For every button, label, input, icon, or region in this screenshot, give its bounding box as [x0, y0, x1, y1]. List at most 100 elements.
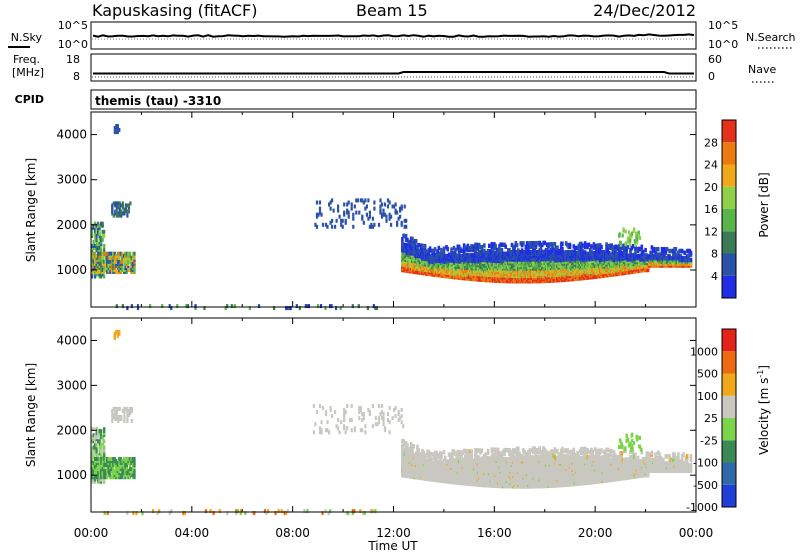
v-cell [343, 424, 346, 429]
p-cell [421, 243, 424, 249]
colorbar-tick-label: 8 [711, 248, 718, 261]
p-cell [350, 206, 353, 211]
p-cell [127, 203, 130, 208]
p-cell [343, 202, 346, 207]
v-cell [103, 427, 106, 432]
v-cell [101, 473, 104, 478]
p-cell [91, 265, 94, 270]
v-cell [374, 509, 377, 514]
v-cell [91, 447, 94, 452]
v-cell [402, 424, 405, 429]
p-cell [91, 251, 94, 256]
v-cell [127, 469, 130, 474]
p-cell [288, 306, 291, 311]
colorbar-tick-label: 20 [704, 181, 718, 194]
p-cell [373, 200, 376, 205]
v-cell [129, 411, 132, 415]
v-cell [106, 511, 109, 516]
p-cell [616, 246, 620, 251]
v-cell [110, 463, 113, 468]
v-cell [244, 511, 247, 516]
p-cell [483, 243, 486, 248]
v-cell [350, 428, 353, 433]
v-cell [326, 420, 329, 425]
p-cell [203, 306, 206, 311]
p-cell [295, 304, 298, 309]
p-cell [590, 249, 593, 255]
v-cell [115, 459, 118, 463]
p-cell [233, 304, 236, 309]
v-cell [95, 443, 98, 448]
p-cell [127, 209, 130, 214]
p-cell [320, 212, 323, 217]
p-cell [118, 201, 121, 206]
v-cell [97, 457, 100, 461]
v-cell [116, 475, 119, 480]
v-cell [285, 511, 288, 516]
v-cell [402, 448, 405, 453]
v-cell [359, 509, 362, 514]
p-cell [121, 201, 124, 206]
p-cell [366, 306, 369, 311]
p-cell [100, 235, 103, 240]
p-cell [677, 256, 680, 261]
v-cell [118, 457, 121, 461]
p-cell [361, 198, 364, 203]
colorbar-tick-label: 16 [704, 203, 718, 216]
p-cell [115, 124, 118, 128]
p-cell [386, 198, 390, 203]
cpid-panel-frame [90, 89, 697, 110]
v-cell [128, 467, 131, 472]
v-cell [91, 463, 94, 468]
p-cell [91, 253, 94, 258]
v-cell [110, 457, 113, 461]
p-cell [95, 261, 98, 266]
v-cell [97, 473, 100, 478]
p-cell [126, 213, 129, 218]
p-cell [98, 223, 101, 228]
v-cell [374, 422, 377, 427]
p-cell [103, 259, 106, 264]
v-cell [130, 406, 133, 411]
p-cell [650, 254, 654, 259]
v-cell [116, 461, 119, 465]
p-cell [371, 216, 374, 221]
p-cell [640, 244, 644, 250]
v-cell [97, 429, 100, 434]
v-cell [91, 479, 94, 484]
p-cell [388, 212, 391, 217]
p-cell [106, 255, 109, 260]
p-cell [95, 265, 98, 270]
p-cell [124, 253, 127, 258]
p-cell [428, 255, 432, 260]
p-cell [315, 212, 319, 217]
p-cell [431, 254, 434, 259]
v-cell [124, 406, 127, 411]
p-cell [127, 268, 130, 272]
v-cell [369, 509, 372, 514]
v-cell [312, 404, 315, 408]
p-cell [400, 206, 403, 211]
p-cell [417, 243, 420, 248]
v-cell [362, 412, 365, 417]
v-cell [353, 426, 356, 431]
v-cell [400, 408, 403, 412]
v-cell [94, 451, 97, 456]
p-cell [111, 203, 114, 208]
v-cell [115, 406, 118, 411]
v-cell [235, 509, 238, 514]
p-cell [633, 242, 637, 247]
p-cell [314, 222, 317, 227]
p-cell [92, 225, 95, 230]
p-cell [176, 304, 179, 309]
p-cell [116, 251, 119, 256]
v-cell [379, 412, 382, 417]
v-cell [122, 475, 125, 480]
p-cell [339, 306, 342, 311]
p-cell [561, 241, 564, 246]
p-cell [344, 218, 347, 223]
nave-right-tick-bottom: 0 [708, 70, 715, 83]
p-cell [679, 248, 683, 254]
p-cell [390, 222, 393, 227]
p-cell [583, 244, 587, 250]
